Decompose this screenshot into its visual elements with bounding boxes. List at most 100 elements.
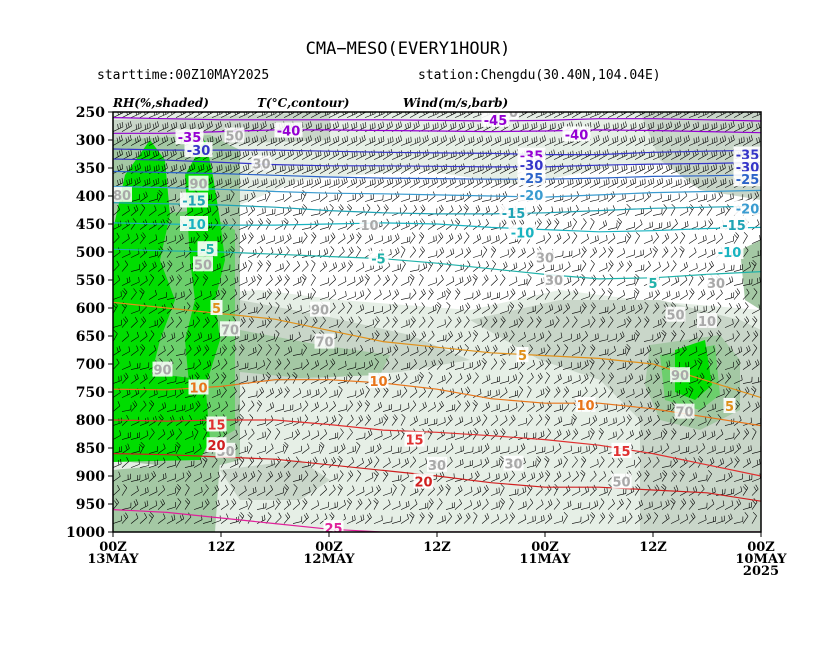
wind-barb [292,178,304,188]
wind-barb [220,206,230,216]
wind-barb [283,358,291,370]
wind-barb [319,235,329,244]
wind-barb [130,499,139,510]
wind-barb [139,260,147,272]
temperature-label: 15 [612,445,630,460]
wind-barb [113,401,121,412]
wind-barb [310,430,320,440]
wind-barb [274,301,280,314]
wind-barb [229,429,238,440]
rh-field-label: RH(%,shaded) [112,96,209,110]
wind-barb [328,484,336,496]
y-tick-label: 500 [76,245,105,261]
wind-barb [760,187,761,188]
wind-barb [346,260,353,272]
wind-barb [175,261,184,272]
wind-barb [337,470,344,482]
wind-barb [328,289,337,300]
wind-barb [310,374,320,384]
wind-barb [283,441,289,454]
wind-barb [274,471,283,482]
wind-barb [292,276,302,286]
wind-barb [113,458,122,468]
wind-barb [157,274,165,286]
wind-barb [113,484,120,496]
wind-barb [319,470,326,482]
wind-barb [166,344,174,356]
wind-barb [193,332,203,342]
y-tick-label: 400 [76,189,105,205]
wind-barb [292,516,303,524]
wind-barb [157,513,166,524]
chart-title: CMA−MESO(EVERY1HOUR) [306,39,511,59]
wind-barb [113,498,119,510]
wind-barb [121,233,130,244]
wind-barb [157,135,168,146]
rh-label: 80 [113,189,131,204]
wind-barb [310,163,322,174]
wind-barb [346,150,358,160]
temperature-label: 5 [648,277,657,292]
wind-barb [139,344,146,356]
wind-barb [346,233,355,244]
wind-barb [148,446,158,454]
wind-barb [292,388,302,398]
wind-barb [193,273,199,286]
wind-barb [760,425,761,426]
wind-barb [220,288,227,300]
wind-barb [265,371,271,384]
wind-barb [337,348,348,356]
wind-barb [148,261,157,272]
wind-barb [760,229,761,230]
wind-barb [328,319,338,328]
rh-label: 50 [225,130,243,145]
temperature-label: 25 [324,522,342,537]
wind-barb [319,457,328,468]
wind-barb [310,287,316,300]
temperature-label: 15 [405,434,423,449]
wind-barb [130,316,138,328]
rh-region-70-80 [240,330,390,378]
wind-barb [193,290,203,300]
wind-barb [184,288,192,300]
wind-barb [166,292,177,300]
wind-barb [139,373,148,384]
wind-barb [256,135,267,146]
wind-barb [211,402,221,412]
wind-barb [113,232,120,244]
wind-barb [139,500,149,510]
wind-barb [184,276,194,286]
wind-barb [139,136,151,146]
rh-label: 30 [545,274,563,289]
wind-barb [283,217,289,230]
wind-barb [157,122,169,132]
wind-barb [211,150,223,160]
wind-barb [175,455,181,468]
temperature-label: 10 [576,399,594,414]
wind-barb [238,303,247,314]
wind-barb [265,333,275,342]
wind-barb [760,173,761,174]
wind-barb [139,122,151,132]
temperature-label: -20 [520,189,544,204]
wind-barb [301,222,312,230]
wind-barb [256,207,266,216]
wind-barb [157,150,169,160]
wind-barb [283,303,292,314]
temperature-label: -40 [277,124,301,139]
wind-barb [274,512,282,524]
wind-barb [283,246,290,258]
rh-label: 30 [707,277,725,292]
wind-barb [139,191,148,202]
wind-barb [238,413,244,426]
wind-barb [760,411,761,412]
wind-barb [238,261,247,272]
wind-barb [265,247,274,258]
wind-barb [760,215,761,216]
wind-barb [148,470,156,482]
wind-barb [256,319,266,328]
wind-barb [184,236,195,244]
wind-barb [301,273,307,286]
wind-barb [760,467,761,468]
wind-barb [274,428,281,440]
